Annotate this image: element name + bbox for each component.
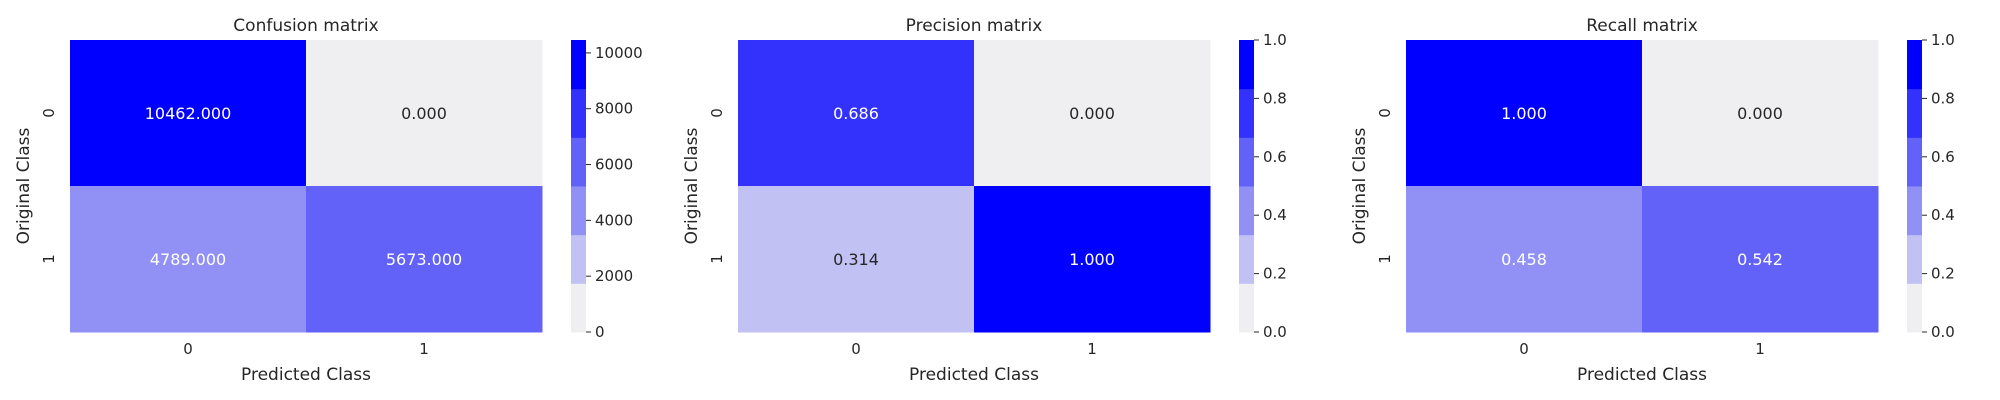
cell-value-label: 0.000	[1737, 104, 1783, 123]
y-axis-label: Original Class	[14, 128, 34, 245]
heatmap-cell	[1406, 186, 1643, 333]
colorbar-tick-label: 4000	[595, 211, 633, 229]
cell-value-label: 1.000	[1501, 104, 1547, 123]
cell-value-label: 10462.000	[145, 104, 232, 123]
heatmap-cell	[1642, 186, 1879, 333]
colorbar-bin	[1907, 40, 1922, 90]
colorbar-tick-label: 0.8	[1263, 89, 1287, 107]
x-tick-label: 0	[851, 340, 861, 358]
colorbar-tick-label: 1.0	[1263, 31, 1287, 49]
colorbar-tick-label: 6000	[595, 156, 633, 174]
colorbar-bin	[1239, 283, 1254, 333]
cell-value-label: 0.458	[1501, 250, 1547, 269]
colorbar-tick-label: 10000	[595, 44, 643, 62]
colorbar-tick-label: 0.2	[1931, 265, 1955, 283]
colorbar-bin	[571, 40, 586, 90]
colorbar-bin	[1907, 186, 1922, 236]
cell-value-label: 5673.000	[386, 250, 462, 269]
x-tick-label: 1	[419, 340, 429, 358]
y-tick-label: 0	[1376, 108, 1394, 118]
cell-value-label: 4789.000	[150, 250, 226, 269]
colorbar-bin	[571, 186, 586, 236]
y-tick-label: 1	[1376, 254, 1394, 264]
y-tick-label: 0	[40, 108, 58, 118]
colorbar-bin	[1907, 137, 1922, 187]
chart-title: Precision matrix	[906, 16, 1043, 36]
heatmap-cell	[738, 40, 975, 187]
cell-value-label: 0.000	[401, 104, 447, 123]
colorbar-tick-label: 2000	[595, 267, 633, 285]
cell-value-label: 0.542	[1737, 250, 1783, 269]
x-axis-label: Predicted Class	[1577, 365, 1707, 385]
colorbar-bin	[571, 88, 586, 138]
colorbar-bin	[1239, 88, 1254, 138]
heatmap-cell	[1642, 40, 1879, 187]
colorbar-bin	[1907, 234, 1922, 284]
colorbar-bin	[1239, 40, 1254, 90]
heatmap-cell	[306, 40, 543, 187]
colorbar-bin	[1239, 186, 1254, 236]
colorbar-tick-label: 0.0	[1931, 323, 1955, 341]
x-tick-label: 1	[1755, 340, 1765, 358]
y-axis-label: Original Class	[682, 128, 702, 245]
chart-title: Confusion matrix	[233, 16, 378, 36]
y-tick-label: 1	[708, 254, 726, 264]
colorbar-tick-label: 0.0	[1263, 323, 1287, 341]
x-axis-label: Predicted Class	[909, 365, 1039, 385]
x-tick-label: 1	[1087, 340, 1097, 358]
colorbar-bin	[1907, 283, 1922, 333]
colorbar-tick-label: 0.4	[1263, 206, 1287, 224]
cell-value-label: 1.000	[1069, 250, 1115, 269]
colorbar-tick-label: 0	[595, 323, 605, 341]
x-tick-label: 0	[1519, 340, 1529, 358]
heatmap-panel: Recall matrix 1.000 0.000 0.458 0.542 0 1 0 1 Pre…	[1350, 16, 1955, 385]
heatmap-cell	[738, 186, 975, 333]
colorbar-tick-label: 0.6	[1931, 148, 1955, 166]
y-tick-label: 1	[40, 254, 58, 264]
heatmap-cell	[70, 186, 307, 333]
heatmap-cell	[70, 40, 307, 187]
heatmap-cell	[974, 40, 1211, 187]
x-tick-label: 0	[183, 340, 193, 358]
colorbar-tick-label: 0.2	[1263, 265, 1287, 283]
colorbar-tick-label: 0.6	[1263, 148, 1287, 166]
y-axis-label: Original Class	[1350, 128, 1370, 245]
cell-value-label: 0.000	[1069, 104, 1115, 123]
colorbar-bin	[1239, 234, 1254, 284]
x-axis-label: Predicted Class	[241, 365, 371, 385]
colorbar-tick-label: 8000	[595, 100, 633, 118]
colorbar-tick-label: 1.0	[1931, 31, 1955, 49]
colorbar-bin	[1239, 137, 1254, 187]
colorbar-bin	[571, 234, 586, 284]
heatmap-panel: Precision matrix 0.686 0.000 0.314 1.000 0 1 0 1…	[682, 16, 1287, 385]
colorbar-tick-label: 0.4	[1931, 206, 1955, 224]
y-tick-label: 0	[708, 108, 726, 118]
cell-value-label: 0.314	[833, 250, 879, 269]
heatmap-panel: Confusion matrix 10462.000 0.000 4789.000 56…	[14, 16, 643, 385]
colorbar-tick-label: 0.8	[1931, 89, 1955, 107]
colorbar-bin	[571, 283, 586, 333]
cell-value-label: 0.686	[833, 104, 879, 123]
heatmap-cell	[306, 186, 543, 333]
heatmap-cell	[974, 186, 1211, 333]
heatmap-cell	[1406, 40, 1643, 187]
colorbar-bin	[1907, 88, 1922, 138]
colorbar-bin	[571, 137, 586, 187]
chart-title: Recall matrix	[1586, 16, 1698, 36]
